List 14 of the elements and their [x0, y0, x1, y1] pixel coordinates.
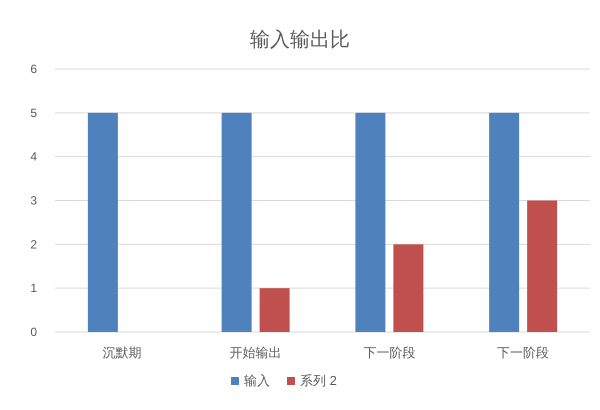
y-tick-label: 6 [30, 62, 38, 76]
y-tick-label: 5 [30, 106, 38, 120]
legend-label: 系列 2 [300, 373, 337, 388]
x-tick-label: 下一阶段 [363, 345, 416, 360]
y-tick-label: 3 [30, 194, 38, 208]
x-tick-label: 开始输出 [230, 345, 282, 360]
y-tick-label: 2 [30, 237, 38, 252]
y-tick-label: 1 [30, 281, 38, 296]
x-tick-label: 下一阶段 [497, 345, 550, 360]
y-tick-label: 4 [30, 150, 38, 164]
x-tick-label: 沉默期 [102, 345, 142, 360]
y-tick-label: 0 [30, 325, 38, 339]
legend-label: 输入 [244, 373, 270, 388]
title: 输入输出比 [250, 29, 350, 51]
